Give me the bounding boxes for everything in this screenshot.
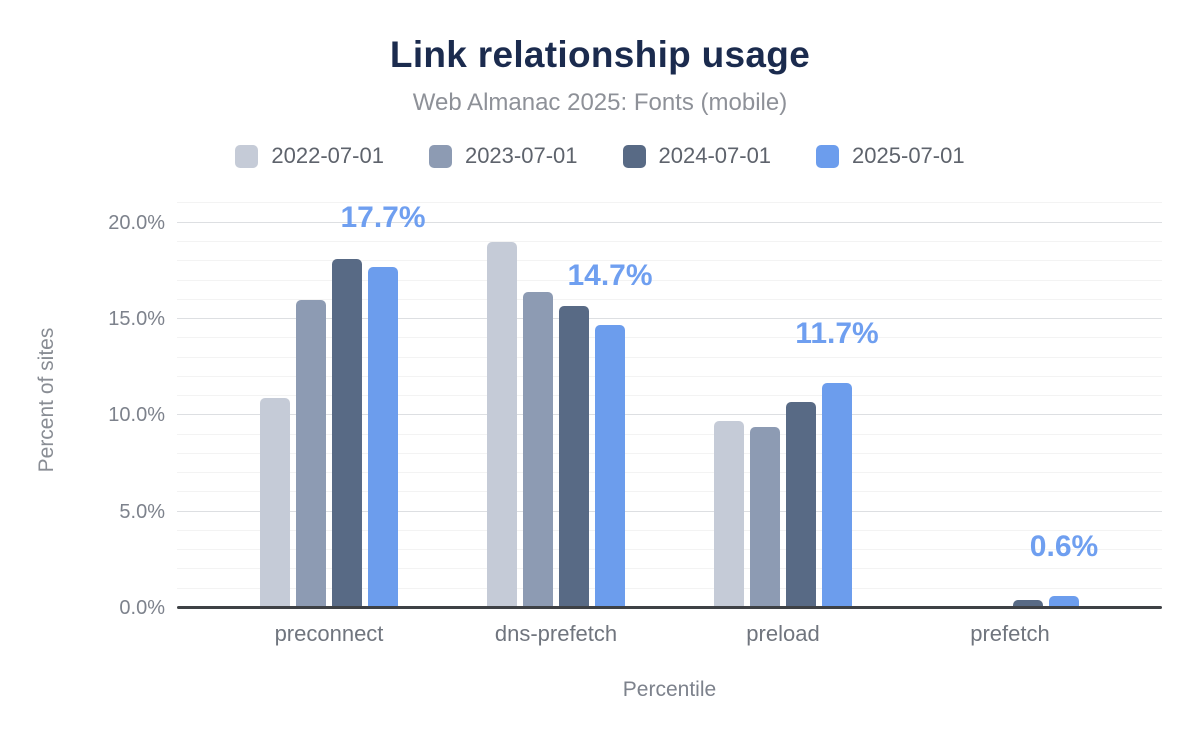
bar-group-preconnect: 17.7% preconnect	[260, 190, 426, 646]
gridline-minor-9	[177, 433, 1162, 435]
chart-subtitle: Web Almanac 2025: Fonts (mobile)	[412, 89, 788, 116]
plot-area: 17.7% preconnect 14.7% dns-prefetch 11.7% pre…	[177, 190, 1162, 646]
y-tick-label: 10.0%	[108, 404, 165, 427]
bar-dns-prefetch-2022-07-01[interactable]	[487, 242, 517, 608]
legend-label: 2025-07-01	[852, 143, 965, 168]
bar-preload-2023-07-01[interactable]	[750, 426, 780, 608]
bar-dns-prefetch-2023-07-01[interactable]	[523, 292, 553, 608]
x-axis-title: Percentile	[622, 678, 717, 701]
legend-item-2025-07-01[interactable]: 2025-07-01	[816, 143, 965, 169]
gridline-major-15	[177, 318, 1162, 320]
bar-prefetch-2024-07-01[interactable]	[1013, 600, 1043, 608]
gridline-major-10	[177, 414, 1162, 416]
bar-preload-2024-07-01[interactable]	[786, 401, 816, 608]
legend-swatch-icon	[428, 144, 452, 168]
y-axis-ticks: 0.0% 5.0% 10.0% 15.0% 20.0%	[0, 190, 165, 619]
legend-label: 2023-07-01	[464, 143, 578, 168]
bar-group-prefetch: 0.6% prefetch	[941, 190, 1098, 646]
y-tick-label: 0.0%	[119, 597, 165, 619]
bar-dns-prefetch-2024-07-01[interactable]	[559, 305, 589, 608]
bar-group-preload: 11.7% preload	[714, 190, 879, 646]
legend-item-2023-07-01[interactable]: 2023-07-01	[428, 143, 578, 169]
gridline-minor-8	[177, 452, 1162, 454]
gridline-minor-19	[177, 241, 1162, 243]
bar-preconnect-2024-07-01[interactable]	[332, 259, 362, 608]
legend-swatch-icon	[235, 144, 259, 168]
value-label-prefetch: 0.6%	[1029, 530, 1099, 564]
category-label-preload: preload	[746, 621, 820, 646]
legend-label: 2024-07-01	[658, 143, 772, 168]
gridline-minor-2	[177, 568, 1162, 570]
bar-preload-2022-07-01[interactable]	[714, 421, 744, 608]
value-label-dns-prefetch: 14.7%	[567, 258, 653, 292]
bar-prefetch-2025-07-01[interactable]	[1049, 596, 1079, 608]
gridline-minor-17	[177, 279, 1162, 281]
bar-preconnect-2025-07-01[interactable]	[368, 267, 398, 608]
value-label-preload: 11.7%	[795, 316, 879, 350]
gridline-minor-13	[177, 356, 1162, 358]
value-label-preconnect: 17.7%	[340, 201, 426, 235]
bar-preload-2025-07-01[interactable]	[822, 382, 852, 608]
x-axis-line	[177, 606, 1162, 609]
bar-group-dns-prefetch: 14.7% dns-prefetch	[487, 190, 653, 646]
gridline-major-20	[177, 221, 1162, 223]
legend-label: 2022-07-01	[271, 143, 384, 168]
bar-groups: 17.7% preconnect 14.7% dns-prefetch 11.7% pre…	[177, 190, 1162, 646]
gridline-major-5	[177, 510, 1162, 512]
gridline-minor-12	[177, 375, 1162, 377]
legend-item-2022-07-01[interactable]: 2022-07-01	[235, 143, 384, 169]
gridline-minor-7	[177, 472, 1162, 474]
gridline-minor-4	[177, 529, 1162, 531]
gridline-minor-14	[177, 337, 1162, 339]
gridline-minor-21	[177, 202, 1162, 204]
y-tick-label: 5.0%	[119, 500, 165, 523]
category-label-prefetch: prefetch	[970, 621, 1050, 646]
gridline-minor-16	[177, 298, 1162, 300]
legend-swatch-icon	[816, 144, 840, 168]
gridline-minor-11	[177, 395, 1162, 397]
legend-swatch-icon	[622, 144, 646, 168]
bar-dns-prefetch-2025-07-01[interactable]	[595, 324, 625, 608]
chart-title: Link relationship usage	[389, 34, 811, 75]
y-tick-label: 20.0%	[108, 211, 165, 234]
gridline-minor-6	[177, 491, 1162, 493]
bar-preconnect-2023-07-01[interactable]	[296, 299, 326, 608]
legend: 2022-07-01 2023-07-01 2024-07-01 2025-07-01	[0, 143, 1200, 169]
category-label-preconnect: preconnect	[274, 621, 384, 646]
category-label-dns-prefetch: dns-prefetch	[494, 621, 618, 646]
gridline-minor-3	[177, 549, 1162, 551]
bar-preconnect-2022-07-01[interactable]	[260, 398, 290, 608]
gridline-minor-1	[177, 587, 1162, 589]
legend-item-2024-07-01[interactable]: 2024-07-01	[622, 143, 772, 169]
gridline-minor-18	[177, 260, 1162, 262]
y-tick-label: 15.0%	[108, 308, 165, 331]
